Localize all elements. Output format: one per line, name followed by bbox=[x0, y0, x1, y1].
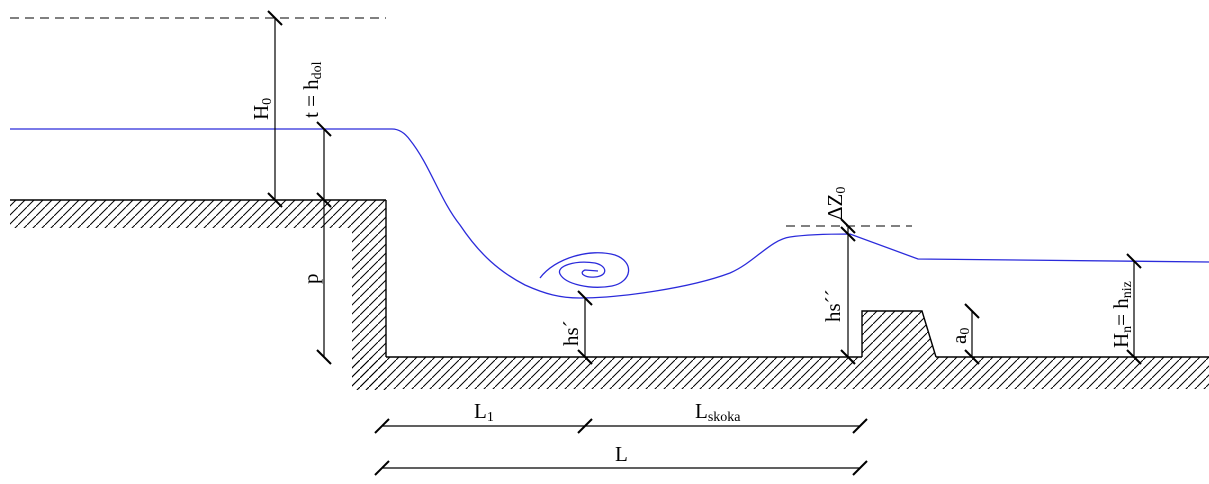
a0-dimension bbox=[964, 303, 980, 365]
t-dimension bbox=[316, 121, 332, 208]
hs1-dimension bbox=[577, 290, 593, 365]
roller-vortex bbox=[539, 252, 630, 288]
label-Lskoka: Lskoka bbox=[695, 399, 741, 425]
label-L: L bbox=[615, 442, 628, 466]
label-hs1: hs´ bbox=[559, 320, 583, 346]
label-L1: L1 bbox=[474, 399, 494, 425]
Lskoka-dimension bbox=[585, 418, 868, 434]
label-hs2: hs´´ bbox=[821, 289, 845, 322]
label-a0: a0 bbox=[947, 328, 973, 344]
label-dZ0: ΔZ0 bbox=[823, 187, 849, 220]
water-surface-profile bbox=[10, 128, 1209, 299]
end-sill bbox=[861, 310, 937, 358]
H0-dimension bbox=[267, 10, 283, 208]
label-p: p bbox=[299, 274, 323, 285]
dZ0-dimension bbox=[840, 218, 856, 234]
upstream-bed-hatch bbox=[10, 199, 386, 228]
label-H0: H0 bbox=[249, 98, 275, 120]
Hn-dimension bbox=[1126, 253, 1142, 365]
label-t-hdol: t = hdol bbox=[299, 61, 325, 118]
label-Hn-hniz: Hn= hniz bbox=[1109, 281, 1135, 348]
stilling-basin-floor-hatch bbox=[352, 356, 1209, 389]
L-dimension bbox=[374, 460, 868, 476]
p-dimension bbox=[316, 200, 332, 365]
